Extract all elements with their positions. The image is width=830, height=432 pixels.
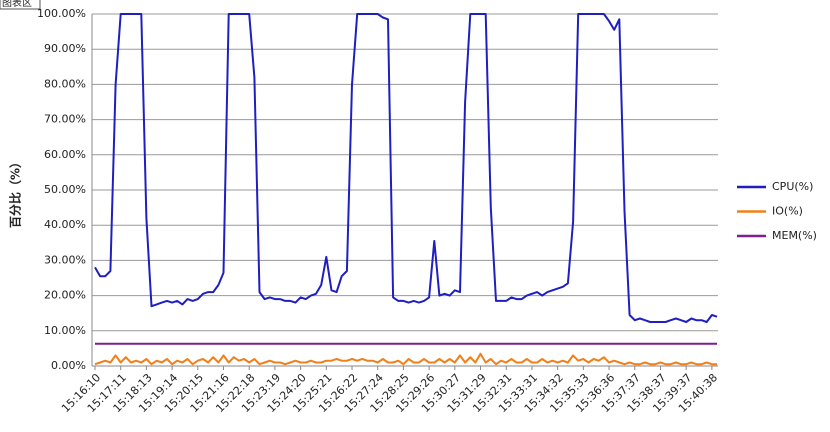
y-tick-label: 80.00% xyxy=(44,77,86,90)
y-tick-label: 30.00% xyxy=(44,253,86,266)
y-tick-label: 0.00% xyxy=(51,359,86,372)
y-axis-title: 百分比（%） xyxy=(8,156,23,228)
y-tick-label: 50.00% xyxy=(44,183,86,196)
line-series xyxy=(94,352,717,366)
line-series xyxy=(94,13,718,323)
legend-label: CPU(%) xyxy=(772,180,813,193)
y-tick-label: 10.00% xyxy=(44,324,86,337)
tooltip: 图表区 xyxy=(2,0,32,9)
y-tick-label: 70.00% xyxy=(44,113,86,126)
y-tick-label: 100.00% xyxy=(37,7,86,20)
y-tick-label: 60.00% xyxy=(44,148,86,161)
legend-label: MEM(%) xyxy=(772,229,817,242)
y-tick-label: 40.00% xyxy=(44,218,86,231)
y-tick-label: 20.00% xyxy=(44,289,86,302)
tooltip-box xyxy=(0,0,41,10)
legend-label: IO(%) xyxy=(772,205,803,218)
y-tick-label: 90.00% xyxy=(44,42,86,55)
